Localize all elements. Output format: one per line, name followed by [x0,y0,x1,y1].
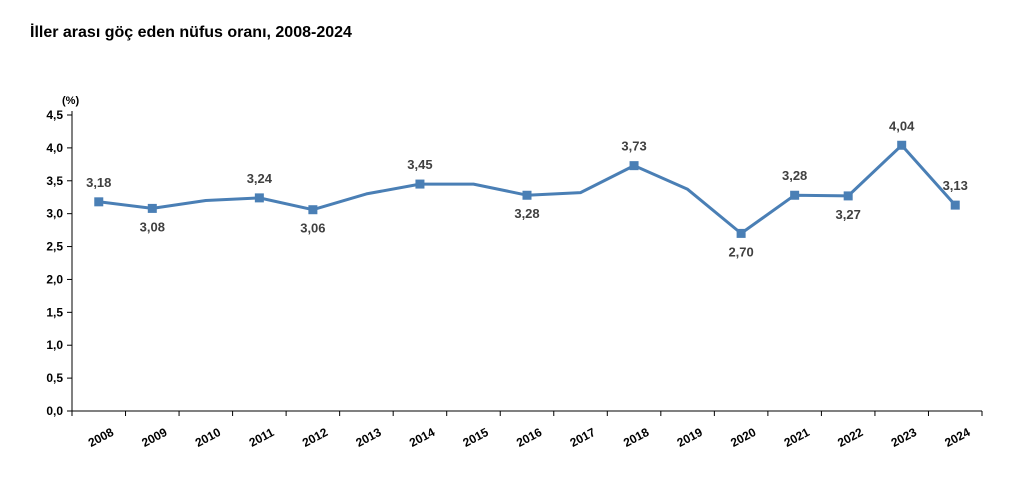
data-point-marker [843,191,853,201]
y-tick-label: 0,5 [46,371,63,385]
x-tick-label: 2023 [889,425,919,450]
data-label: 3,13 [943,178,968,193]
chart-series [94,140,960,238]
data-point-marker [415,179,425,189]
x-tick-label: 2013 [353,425,383,450]
data-label: 3,24 [247,171,273,186]
data-point-marker [147,203,157,213]
x-tick-label: 2012 [300,425,330,450]
x-tick-label: 2009 [139,425,169,450]
data-label: 3,06 [300,221,325,236]
data-point-marker [522,190,532,200]
x-tick-label: 2016 [514,425,544,450]
data-point-marker [736,228,746,238]
y-tick-label: 3,0 [46,207,63,221]
data-label: 3,28 [782,168,807,183]
x-tick-label: 2018 [621,425,651,450]
y-tick-label: 2,5 [46,240,63,254]
data-point-marker [629,161,639,171]
x-tick-label: 2008 [86,425,116,450]
x-tick-label: 2015 [461,425,491,450]
data-point-marker [897,140,907,150]
data-label: 4,04 [889,118,915,133]
y-tick-label: 0,0 [46,404,63,418]
y-tick-label: 1,0 [46,338,63,352]
x-tick-label: 2021 [782,425,812,450]
x-tick-label: 2014 [407,425,437,450]
data-label: 3,27 [836,207,861,222]
y-tick-label: 4,5 [46,108,63,122]
x-tick-label: 2022 [835,425,865,450]
chart-title: İller arası göç eden nüfus oranı, 2008-2… [30,24,352,41]
data-point-marker [94,197,104,207]
x-tick-label: 2017 [568,425,598,450]
data-label: 2,70 [728,244,753,259]
data-point-marker [254,193,264,203]
x-tick-label: 2020 [728,425,758,450]
chart-data-labels: 3,18 3,08 3,24 3,06 3,45 3,28 3,73 2,70 3,28 3,27… [86,118,968,259]
x-tick-label: 2019 [675,425,705,450]
data-label: 3,18 [86,175,111,190]
x-tick-label: 2024 [942,425,972,450]
chart-axes: 0,0 0,5 1,0 1,5 2,0 2,5 3,0 3,5 4,0 4,5 2008 2009 20… [46,108,983,450]
data-point-marker [950,200,960,210]
y-tick-label: 4,0 [46,141,63,155]
x-tick-label: 2011 [247,425,277,450]
data-label: 3,28 [514,206,539,221]
data-label: 3,73 [621,139,646,154]
x-tick-label: 2010 [193,425,223,450]
data-point-marker [308,205,318,215]
data-label: 3,45 [407,157,432,172]
y-tick-label: 1,5 [46,305,63,319]
y-tick-label: 2,0 [46,272,63,286]
y-axis-unit-label: (%) [62,95,79,107]
y-tick-label: 3,5 [46,174,63,188]
data-point-marker [790,190,800,200]
data-label: 3,08 [140,219,165,234]
